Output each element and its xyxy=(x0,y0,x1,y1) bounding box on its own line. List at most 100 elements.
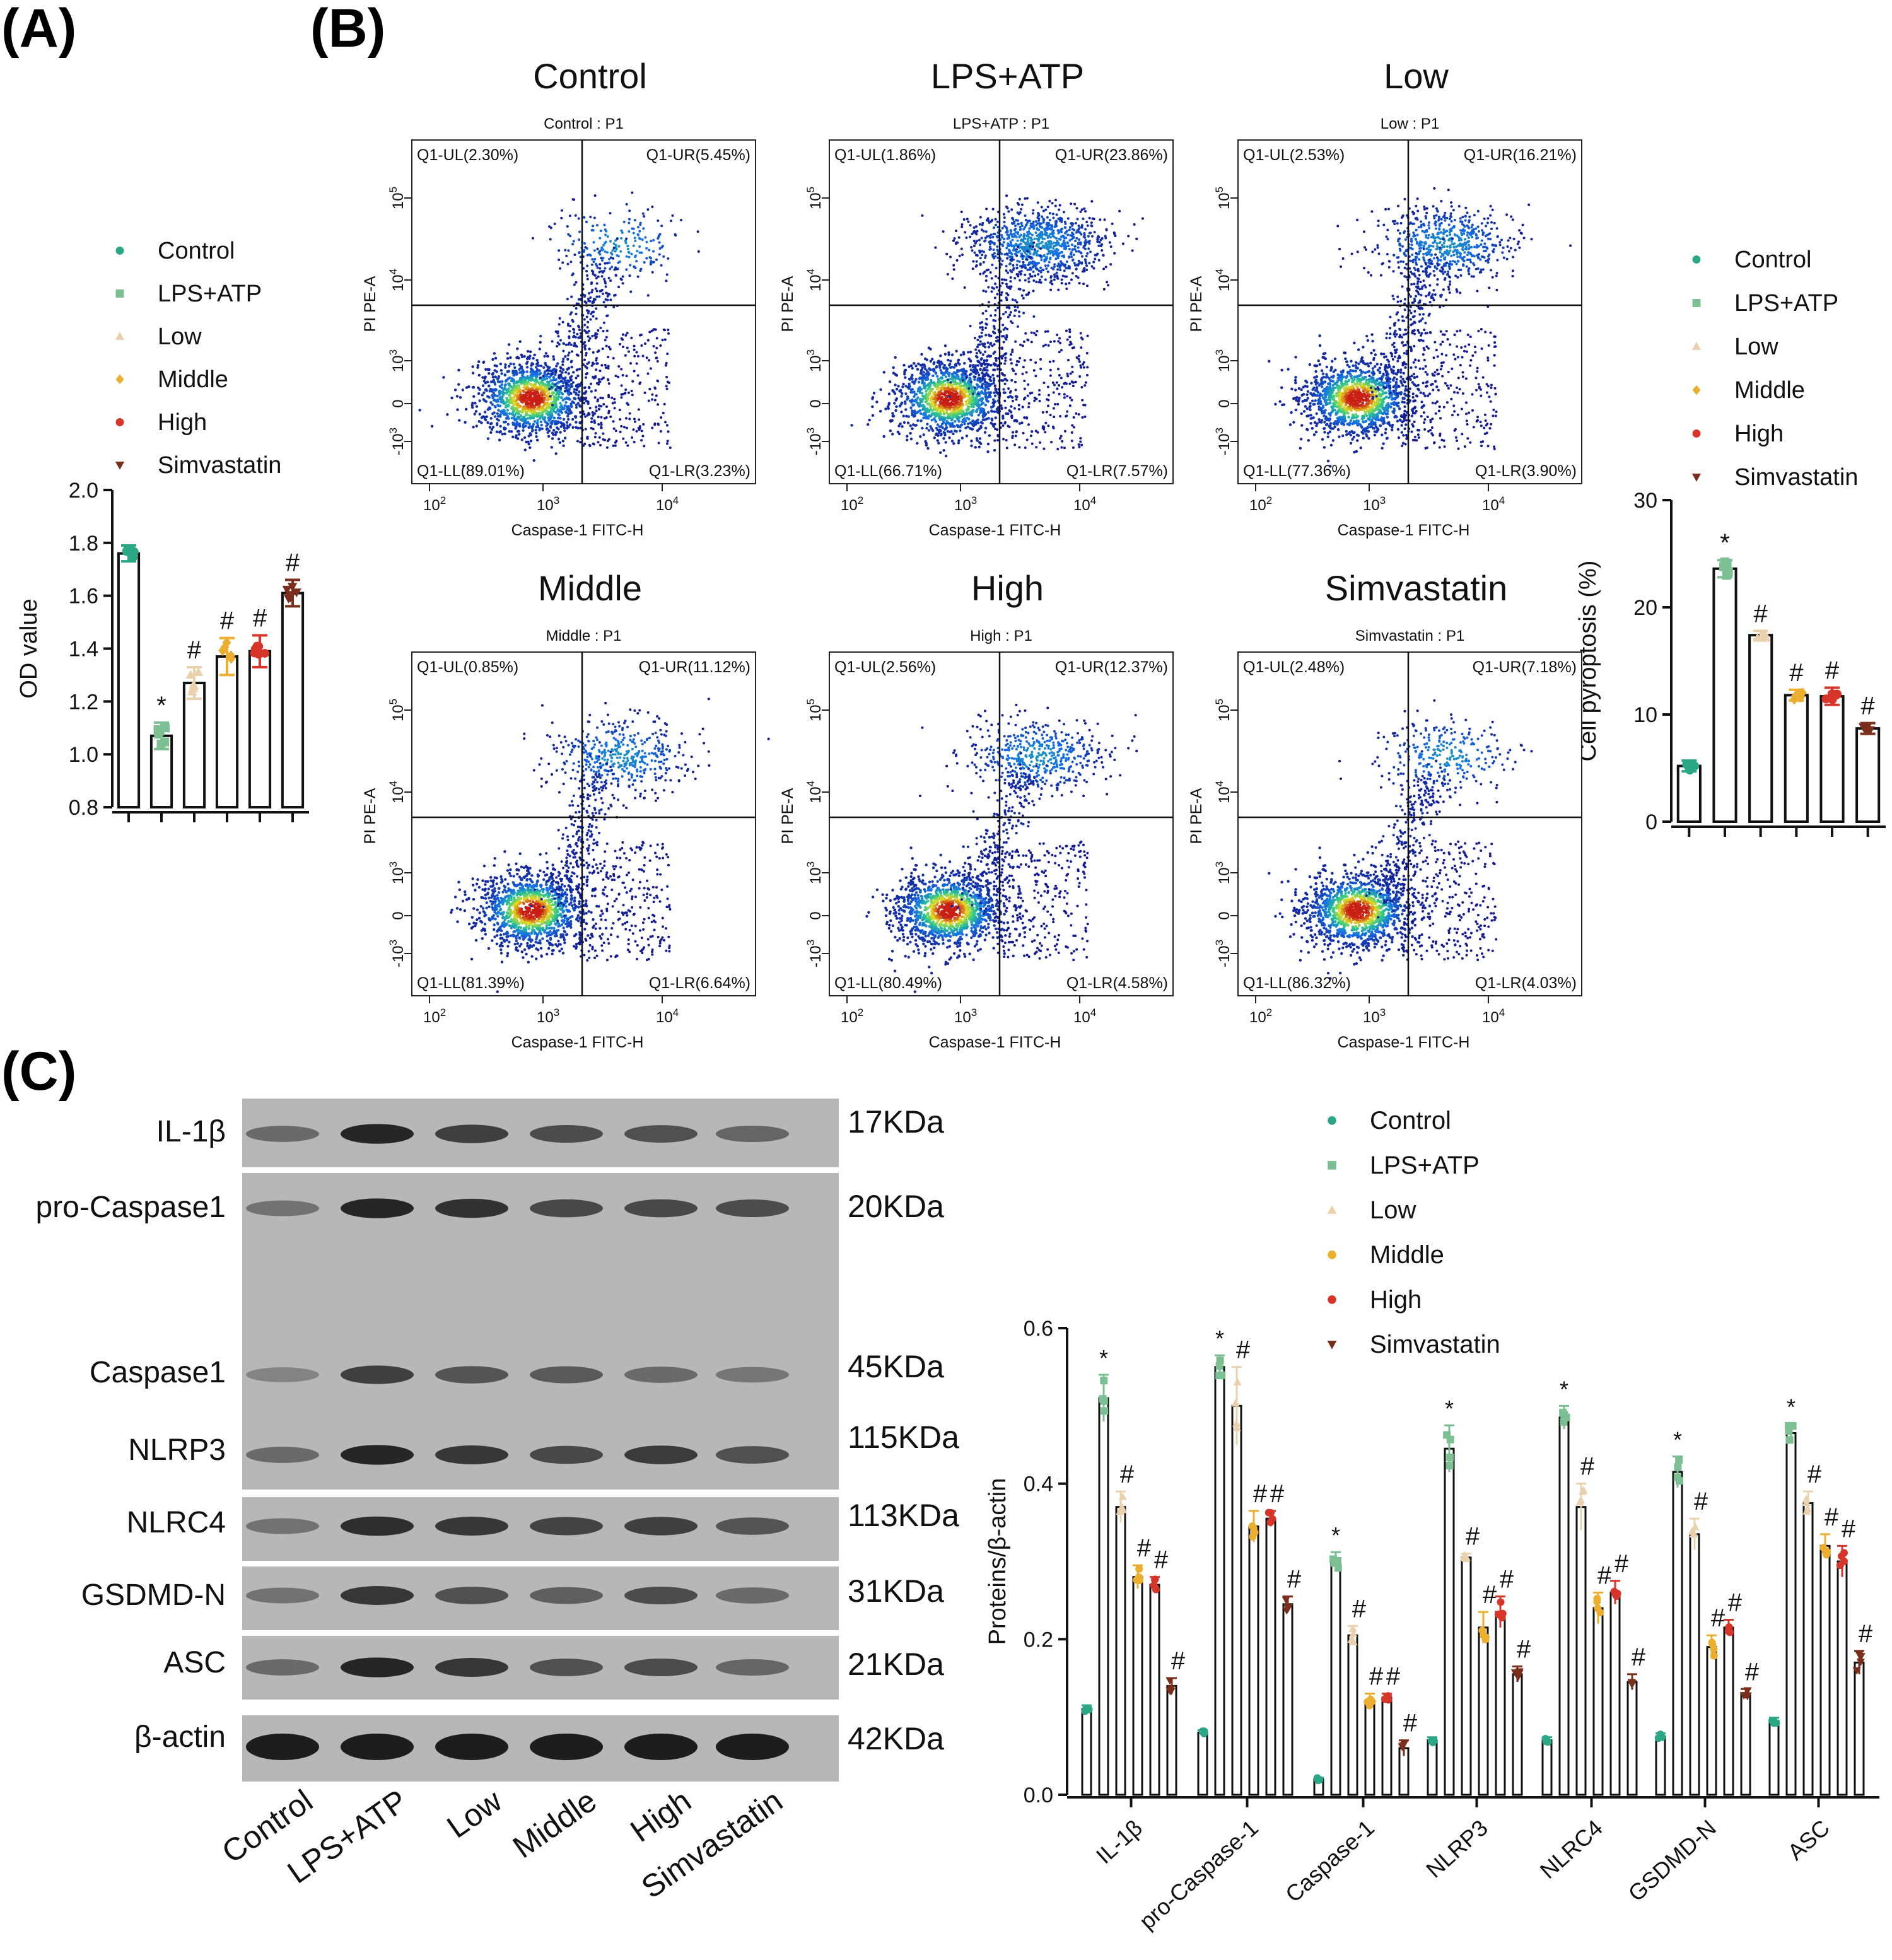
flow-dot xyxy=(974,364,978,368)
flow-dot xyxy=(1063,429,1066,433)
flow-dot xyxy=(558,317,561,320)
flow-dot xyxy=(1029,435,1032,438)
flow-dot xyxy=(936,408,939,411)
flow-dot xyxy=(546,354,549,358)
flow-dot xyxy=(910,375,913,379)
flow-dot xyxy=(506,423,510,426)
flow-dot xyxy=(607,378,610,382)
flow-dot xyxy=(566,417,570,421)
flow-dot xyxy=(563,377,566,380)
flow-dot xyxy=(1023,359,1026,362)
flow-dot xyxy=(1096,252,1099,255)
flow-dot xyxy=(1001,236,1004,239)
flow-dot xyxy=(626,247,629,250)
flow-dot xyxy=(588,385,591,388)
flow-dot xyxy=(1022,296,1025,300)
flow-x-tick-label: 102 xyxy=(423,494,446,514)
flow-dot xyxy=(911,410,915,414)
flow-dot xyxy=(965,403,968,406)
flow-dot xyxy=(1027,405,1031,409)
flow-dot xyxy=(552,355,555,358)
flow-dot xyxy=(979,368,982,371)
flow-dot xyxy=(1051,254,1054,257)
flow-dot xyxy=(914,378,918,381)
flow-dot xyxy=(1053,383,1056,387)
flow-dot xyxy=(1031,430,1034,433)
flow-dot xyxy=(932,370,935,373)
flow-dot xyxy=(604,363,607,366)
flow-dot xyxy=(904,376,907,379)
flow-dot xyxy=(597,423,600,426)
flow-dot xyxy=(485,389,488,392)
flow-dot xyxy=(644,342,647,345)
flow-dot xyxy=(1012,221,1015,225)
panel-a-data-point xyxy=(156,739,166,749)
flow-dot xyxy=(520,365,523,368)
flow-dot xyxy=(533,420,537,423)
flow-dot xyxy=(522,386,526,389)
flow-dot xyxy=(538,369,541,372)
flow-dot xyxy=(1073,247,1077,250)
flow-dot xyxy=(1049,341,1052,344)
panel-b-legend-label: Control xyxy=(1734,247,1812,273)
flow-dot xyxy=(511,406,515,409)
flow-dot xyxy=(943,404,947,407)
flow-dot xyxy=(1020,421,1024,424)
flow-dot xyxy=(1090,224,1093,227)
flow-dot xyxy=(920,387,923,391)
flow-dot xyxy=(1041,237,1044,240)
flow-dot xyxy=(547,403,551,407)
flow-dot xyxy=(450,396,453,400)
panel-b-bar-significance-mark: * xyxy=(1720,529,1730,557)
flow-dot xyxy=(584,428,587,431)
flow-dot xyxy=(583,386,587,389)
flow-dot xyxy=(498,438,501,441)
flow-dot xyxy=(961,418,965,422)
flow-dot xyxy=(508,412,511,416)
flow-dot xyxy=(936,423,940,426)
flow-dot xyxy=(943,344,947,347)
flow-dot xyxy=(928,409,931,412)
flow-dot xyxy=(583,358,586,361)
flow-dot xyxy=(1032,245,1035,248)
flow-dot xyxy=(570,365,573,369)
flow-dot xyxy=(1004,356,1007,359)
flow-dot xyxy=(643,260,646,264)
flow-dot xyxy=(923,405,926,409)
flow-dot xyxy=(1065,275,1068,278)
flow-dot xyxy=(979,377,982,380)
flow-dot xyxy=(553,223,556,226)
flow-dot xyxy=(656,359,659,363)
flow-dot xyxy=(891,433,894,436)
flow-dot xyxy=(529,440,533,443)
flow-dot xyxy=(604,282,607,285)
flow-dot xyxy=(1066,217,1070,220)
flow-dot xyxy=(582,401,586,405)
flow-dot xyxy=(1008,306,1011,310)
flow-dot xyxy=(912,414,916,418)
flow-dot xyxy=(1029,257,1032,260)
flow-dot xyxy=(573,397,576,400)
flow-dot xyxy=(576,426,580,429)
flow-dot xyxy=(562,358,565,361)
flow-dot xyxy=(1056,447,1060,450)
flow-dot xyxy=(932,362,935,365)
panel-b-bar-y-tick-label: 30 xyxy=(1633,489,1657,513)
flow-dot xyxy=(1055,252,1058,255)
flow-dot xyxy=(1086,334,1089,337)
flow-dot xyxy=(1007,395,1010,399)
flow-dot xyxy=(500,372,503,375)
panel-b-legend-label: Simvastatin xyxy=(1734,464,1858,491)
flow-dot xyxy=(592,260,595,264)
flow-dot xyxy=(612,305,616,308)
flow-dot xyxy=(963,423,966,426)
flow-dot xyxy=(583,294,587,297)
flow-dot xyxy=(986,395,990,399)
panel-a-y-tick-label: 0.8 xyxy=(69,796,98,820)
flow-dot xyxy=(1055,381,1058,384)
flow-dot xyxy=(561,440,565,443)
flow-dot xyxy=(1066,375,1070,378)
flow-dot xyxy=(1001,424,1005,427)
flow-dot xyxy=(602,403,605,406)
